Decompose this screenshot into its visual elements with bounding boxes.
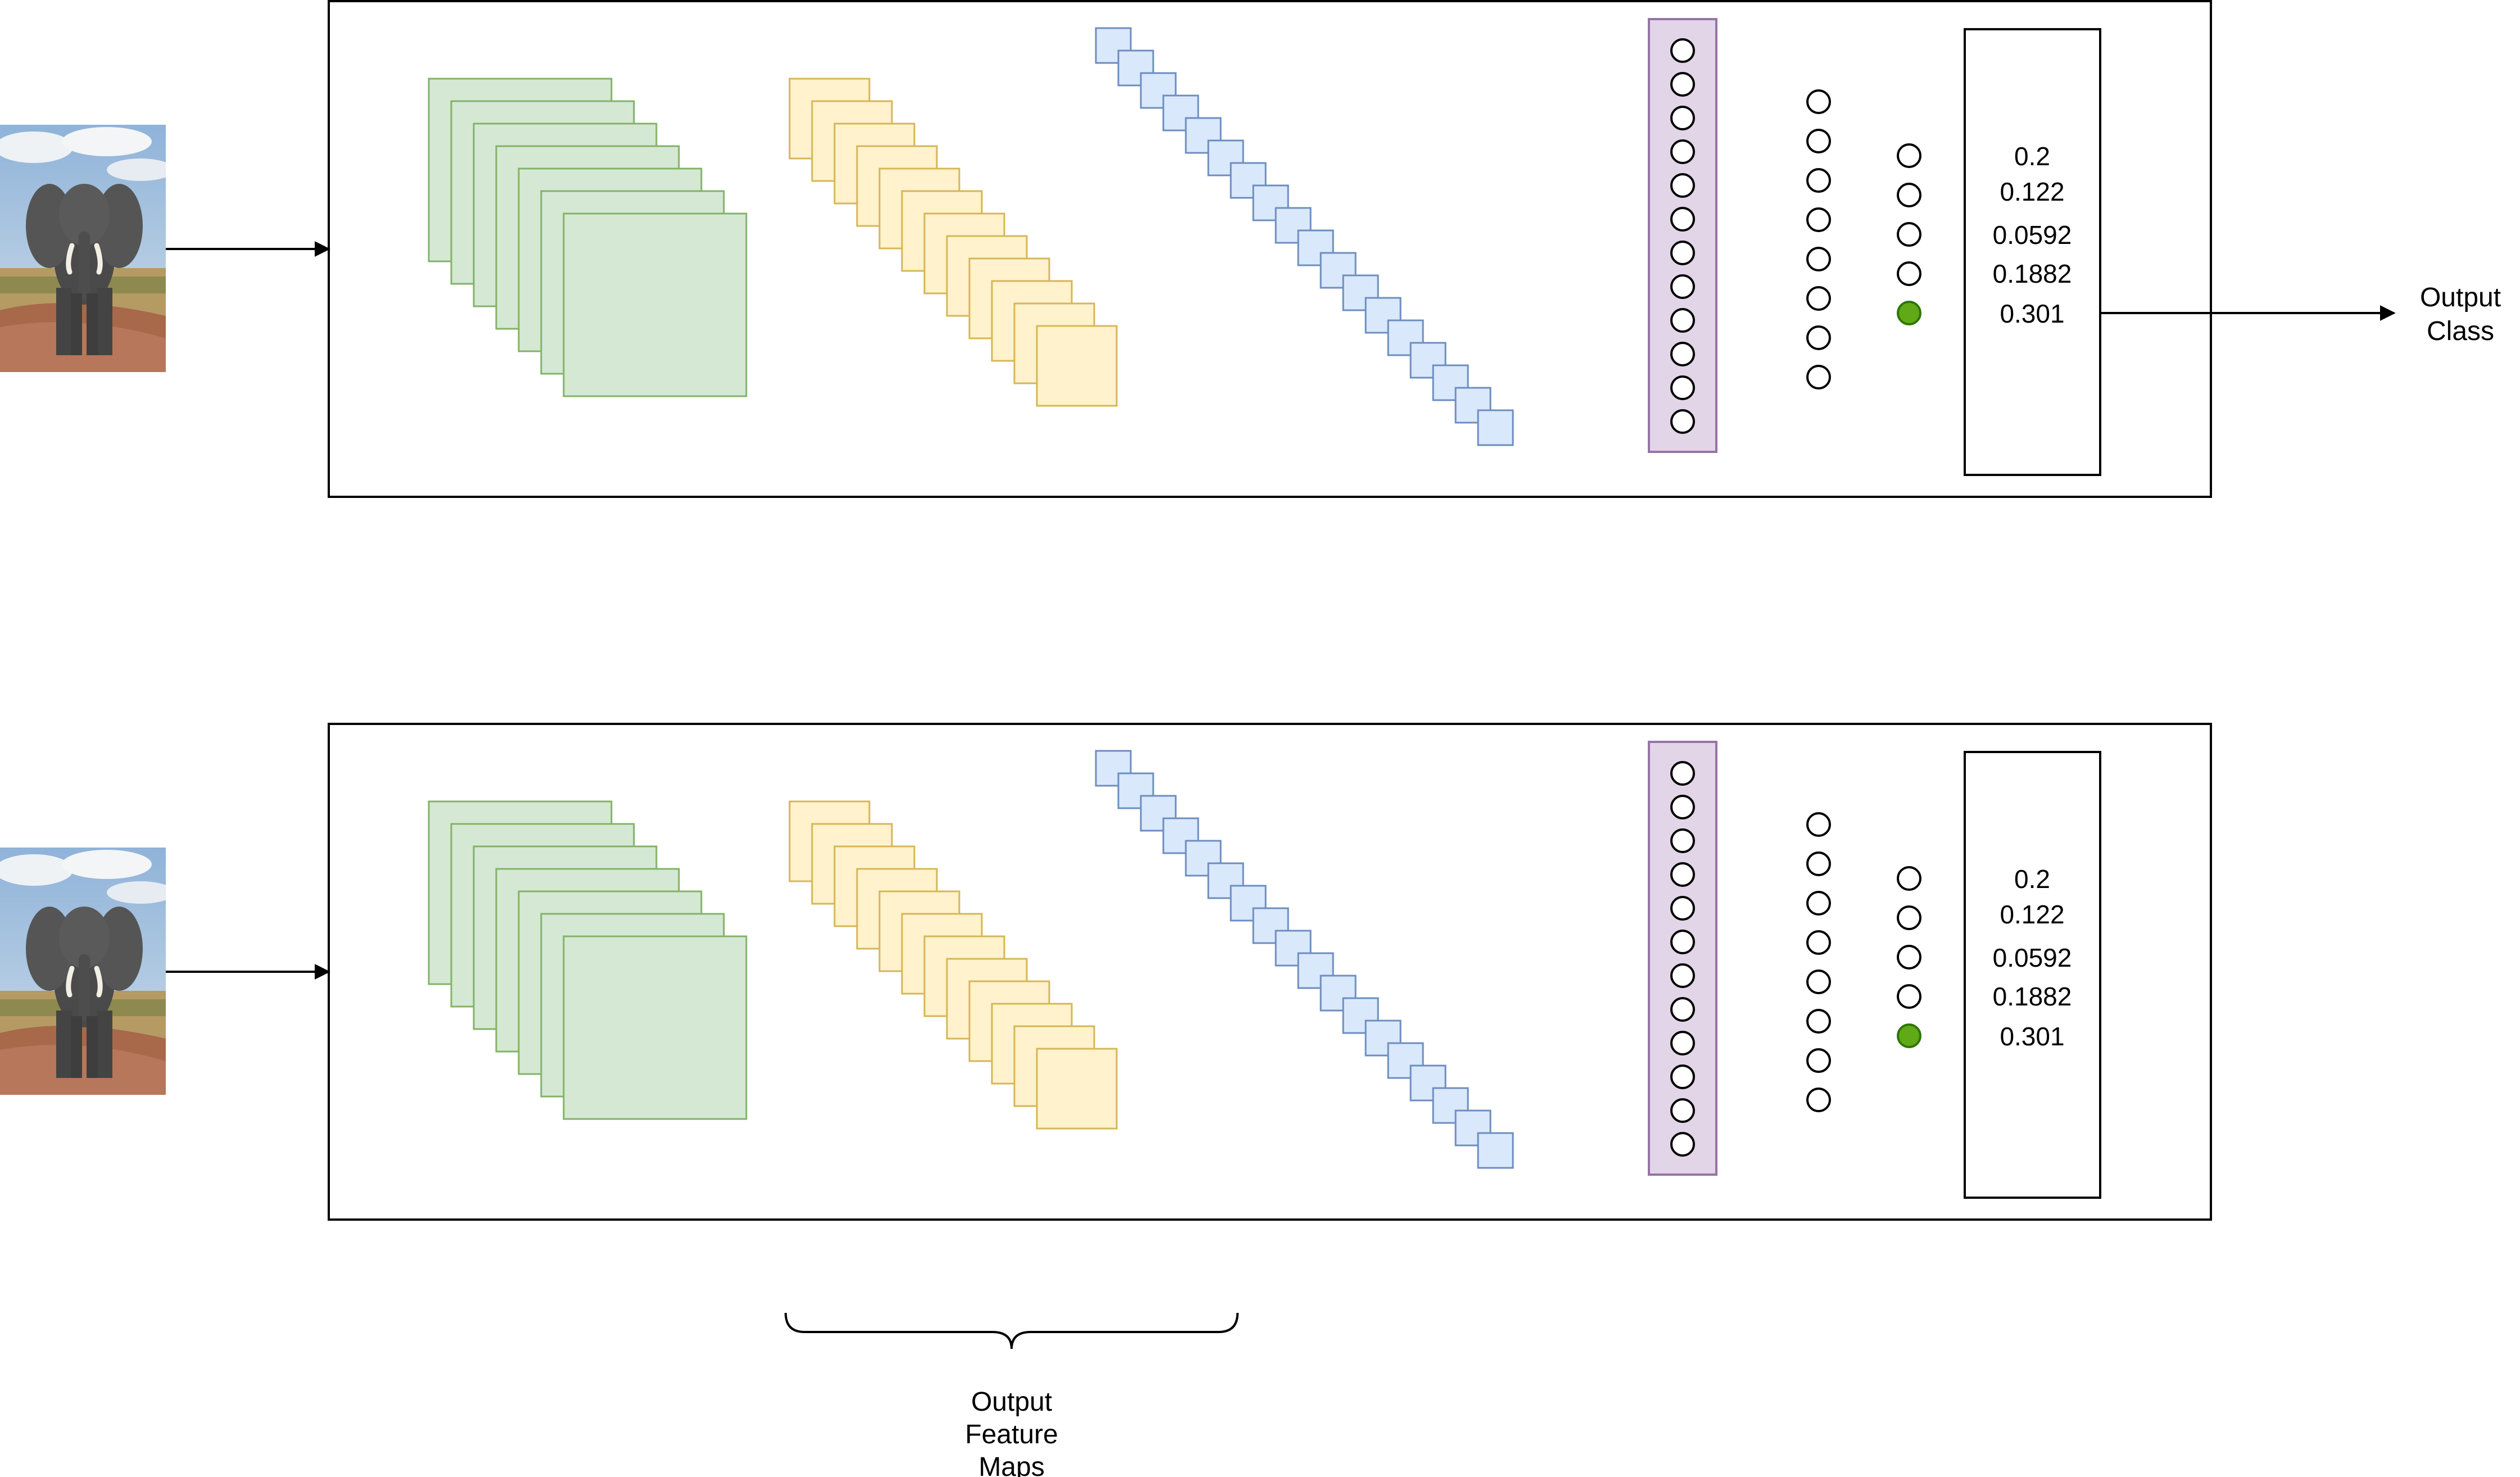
active-output-neuron <box>1897 1023 1921 1048</box>
probability-value: 0.122 <box>2000 177 2064 206</box>
dense-neuron <box>1670 308 1695 333</box>
dense-neuron <box>1670 1031 1695 1055</box>
dense-neuron <box>1670 795 1695 819</box>
dense-neuron <box>1670 1064 1695 1089</box>
active-output-neuron <box>1897 301 1921 325</box>
conv-feature-map <box>563 935 747 1120</box>
output-neuron <box>1897 905 1921 930</box>
network-frame <box>328 723 2212 1221</box>
dense-neuron <box>1670 375 1695 400</box>
probability-value: 0.1882 <box>1993 259 2072 288</box>
output-neuron <box>1897 984 1921 1009</box>
output-neuron <box>1897 143 1921 168</box>
probability-value: 0.122 <box>2000 900 2064 929</box>
feature-maps-brace <box>785 1312 1239 1349</box>
probability-value: 0.1882 <box>1993 982 2072 1011</box>
dense-neuron <box>1670 761 1695 786</box>
dense-neuron <box>1670 274 1695 299</box>
output-neuron <box>1897 261 1921 286</box>
output-class-label: Output <box>2420 283 2501 312</box>
network-frame <box>328 0 2212 498</box>
probability-box <box>1964 751 2101 1199</box>
flatten-unit <box>1095 750 1132 787</box>
dense-neuron <box>1670 106 1695 130</box>
dense-neuron <box>1670 997 1695 1022</box>
dense-neuron <box>1670 173 1695 198</box>
probability-value: 0.2 <box>2014 864 2050 894</box>
hidden-neuron <box>1806 1048 1831 1073</box>
conv-feature-map <box>563 212 747 397</box>
hidden-neuron <box>1806 247 1831 271</box>
dense-neuron <box>1670 342 1695 366</box>
flatten-unit <box>1387 319 1424 356</box>
dense-neuron <box>1670 828 1695 853</box>
hidden-neuron <box>1806 325 1831 350</box>
output-neuron <box>1897 222 1921 247</box>
brace-label-line-2: Feature <box>965 1420 1058 1449</box>
probability-value: 0.0592 <box>1993 220 2072 250</box>
probability-box <box>1964 28 2101 476</box>
dense-neuron <box>1670 963 1695 988</box>
flatten-unit <box>1477 1132 1514 1169</box>
flatten-unit <box>1320 252 1357 289</box>
input-image-elephant-photo <box>0 125 174 372</box>
dense-neuron <box>1670 139 1695 164</box>
probability-value: 0.0592 <box>1993 943 2072 972</box>
flatten-unit <box>1140 795 1177 832</box>
dense-neuron <box>1670 862 1695 887</box>
input-image-elephant-photo <box>0 848 174 1095</box>
brace-label-line-1: Output <box>971 1387 1052 1417</box>
dense-neuron <box>1670 896 1695 921</box>
dense-neuron <box>1670 1132 1695 1157</box>
hidden-neuron <box>1806 969 1831 994</box>
output-neuron <box>1897 866 1921 891</box>
hidden-neuron <box>1806 1088 1831 1112</box>
output-neuron <box>1897 183 1921 207</box>
output-class-label: Class <box>2427 316 2494 346</box>
hidden-neuron <box>1806 89 1831 114</box>
dense-neuron <box>1670 207 1695 232</box>
hidden-neuron <box>1806 1009 1831 1034</box>
output-neuron <box>1897 945 1921 969</box>
dense-neuron <box>1670 72 1695 97</box>
cnn-panel-1: 0.2 0.122 0.0592 0.1882 0.301 Output Class <box>0 0 2501 498</box>
flatten-unit <box>1297 229 1334 266</box>
pooled-feature-map <box>1036 1048 1118 1130</box>
brace-label-line-3: Maps <box>978 1452 1044 1477</box>
cnn-panel-2: 0.2 0.122 0.0592 0.1882 0.301 <box>0 723 2212 1221</box>
probability-value: 0.301 <box>2000 1022 2064 1051</box>
hidden-neuron <box>1806 286 1831 311</box>
pooled-feature-map <box>1036 325 1118 407</box>
hidden-neuron <box>1806 207 1831 232</box>
hidden-neuron <box>1806 129 1831 153</box>
dense-neuron <box>1670 930 1695 954</box>
hidden-neuron <box>1806 891 1831 916</box>
dense-neuron <box>1670 38 1695 63</box>
hidden-neuron <box>1806 851 1831 876</box>
dense-neuron <box>1670 409 1695 434</box>
dense-neuron <box>1670 1098 1695 1123</box>
flatten-unit <box>1477 409 1514 446</box>
hidden-neuron <box>1806 930 1831 955</box>
hidden-neuron <box>1806 365 1831 389</box>
probability-value: 0.2 <box>2014 142 2050 171</box>
hidden-neuron <box>1806 812 1831 837</box>
dense-neuron <box>1670 241 1695 265</box>
probability-value: 0.301 <box>2000 299 2064 328</box>
hidden-neuron <box>1806 168 1831 193</box>
